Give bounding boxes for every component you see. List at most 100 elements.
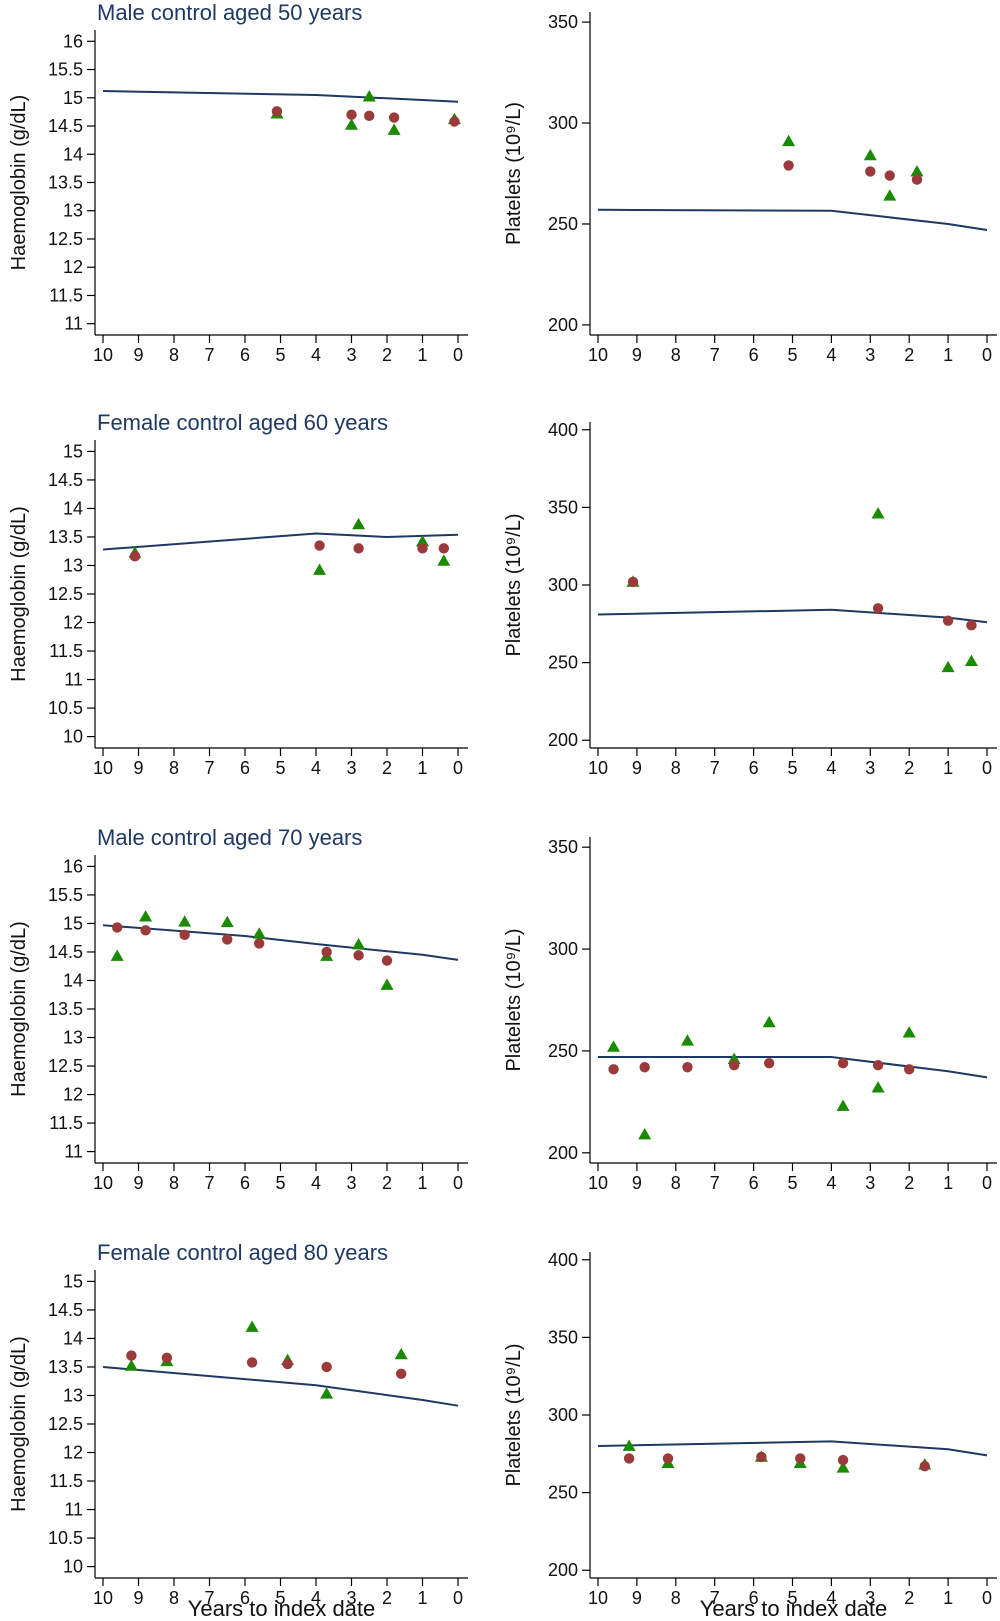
- x-tick-label: 10: [93, 758, 113, 778]
- y-tick-label: 12: [63, 257, 83, 277]
- circle-point: [884, 170, 895, 181]
- y-tick-label: 12: [63, 1085, 83, 1105]
- x-tick-label: 10: [93, 1588, 113, 1608]
- y-tick-label: 13: [63, 555, 83, 575]
- triangle-point: [910, 164, 924, 177]
- y-tick-label: 14: [63, 970, 83, 990]
- triangle-point: [320, 1387, 334, 1399]
- trend-line: [102, 90, 459, 103]
- x-tick-label: 9: [632, 1588, 642, 1608]
- y-tick-label: 300: [548, 939, 578, 959]
- triangle-point: [883, 189, 897, 201]
- y-tick-label: 11: [64, 314, 83, 334]
- x-tick-label: 9: [133, 1588, 143, 1608]
- x-tick-label: 8: [169, 345, 179, 365]
- y-tick-label: 350: [548, 1327, 578, 1347]
- circle-point: [872, 603, 884, 614]
- circle-point: [388, 112, 400, 123]
- y-tick-label: 350: [548, 12, 578, 32]
- circle-point: [904, 1064, 915, 1075]
- y-tick-label: 16: [63, 856, 83, 876]
- x-tick-label: 0: [453, 1588, 463, 1608]
- circle-point: [763, 1057, 775, 1069]
- y-tick-label: 10.5: [48, 698, 83, 718]
- x-axis-label: Years to index date: [188, 1596, 376, 1621]
- x-tick-label: 5: [787, 345, 797, 365]
- x-tick-label: 2: [904, 1588, 914, 1608]
- y-tick-label: 400: [548, 420, 578, 440]
- y-tick-label: 14.5: [48, 116, 83, 136]
- x-tick-label: 10: [588, 1173, 608, 1193]
- triangle-point: [345, 118, 358, 130]
- circle-point: [140, 925, 151, 936]
- circle-point: [321, 1361, 332, 1373]
- y-tick-label: 11.5: [49, 1471, 83, 1491]
- x-tick-label: 0: [453, 345, 463, 365]
- y-axis-label: Platelets (10⁹/L): [503, 102, 525, 245]
- circle-point: [608, 1064, 619, 1075]
- circle-point: [837, 1454, 849, 1466]
- y-tick-label: 13: [63, 201, 83, 221]
- y-tick-label: 11.5: [49, 1113, 83, 1133]
- x-tick-label: 5: [275, 1588, 285, 1608]
- y-tick-label: 16: [63, 31, 83, 51]
- x-tick-label: 7: [204, 345, 214, 365]
- circle-point: [942, 615, 954, 626]
- x-tick-label: 6: [749, 345, 759, 365]
- triangle-point: [124, 1359, 138, 1371]
- y-tick-label: 15.5: [48, 885, 83, 905]
- triangle-point: [352, 938, 366, 950]
- chart-title: Female control aged 60 years: [97, 410, 388, 435]
- y-tick-label: 250: [548, 214, 578, 234]
- y-axis-label: Platelets (10⁹/L): [503, 928, 525, 1071]
- y-axis-label: Haemoglobin (g/dL): [8, 1336, 30, 1512]
- circle-point: [126, 1350, 137, 1361]
- x-tick-label: 3: [865, 1588, 875, 1608]
- x-tick-label: 0: [982, 345, 992, 365]
- x-tick-label: 5: [275, 345, 285, 365]
- y-axis-label: Platelets (10⁹/L): [503, 1343, 525, 1486]
- x-tick-label: 8: [169, 1588, 179, 1608]
- x-tick-label: 6: [240, 758, 250, 778]
- triangle-point: [638, 1127, 652, 1140]
- circle-point: [627, 576, 639, 588]
- x-tick-label: 6: [240, 1173, 250, 1193]
- x-tick-label: 0: [982, 758, 992, 778]
- y-tick-label: 15: [63, 441, 83, 461]
- circle-point: [682, 1062, 693, 1073]
- x-tick-label: 4: [826, 1588, 836, 1608]
- y-tick-label: 200: [548, 730, 578, 750]
- x-axis-label: Years to index date: [700, 1596, 888, 1621]
- circle-point: [381, 955, 393, 966]
- x-tick-label: 7: [710, 1588, 720, 1608]
- x-tick-label: 1: [943, 1173, 953, 1193]
- x-tick-label: 4: [311, 1588, 321, 1608]
- panel-female60-hb: Female control aged 60 years1010.51111.5…: [8, 410, 468, 778]
- x-tick-label: 1: [417, 758, 427, 778]
- x-tick-label: 3: [865, 1173, 875, 1193]
- x-tick-label: 8: [671, 758, 681, 778]
- y-axis-label: Haemoglobin (g/dL): [8, 506, 30, 682]
- circle-point: [321, 946, 332, 958]
- trend-line: [597, 1440, 988, 1457]
- y-tick-label: 10: [63, 1557, 83, 1577]
- circle-point: [438, 543, 449, 554]
- x-tick-label: 10: [588, 758, 608, 778]
- triangle-point: [863, 148, 877, 161]
- triangle-point: [416, 535, 429, 547]
- x-tick-label: 7: [710, 758, 720, 778]
- panel-male50-hb: Male control aged 50 years1111.51212.513…: [8, 0, 468, 365]
- x-tick-label: 9: [632, 758, 642, 778]
- circle-point: [282, 1358, 293, 1370]
- circle-point: [222, 934, 233, 945]
- x-tick-label: 8: [169, 758, 179, 778]
- x-tick-label: 3: [346, 345, 356, 365]
- y-tick-label: 15: [63, 913, 83, 933]
- triangle-point: [941, 660, 955, 673]
- y-tick-label: 250: [548, 1041, 578, 1061]
- triangle-point: [680, 1034, 694, 1046]
- x-tick-label: 9: [632, 1173, 642, 1193]
